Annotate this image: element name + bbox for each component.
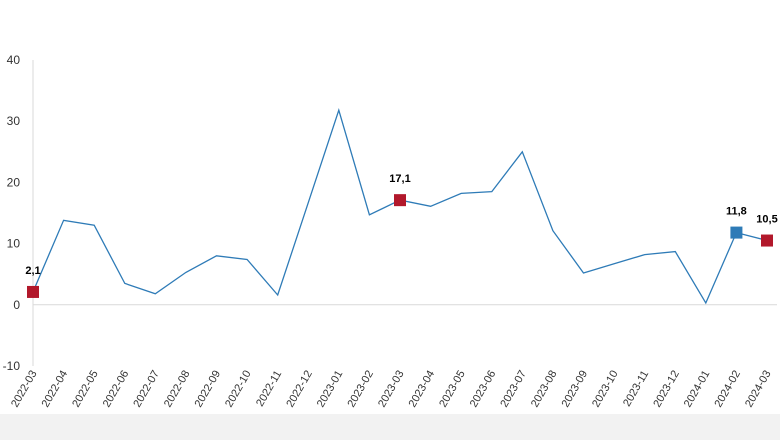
data-label: 17,1 (389, 173, 410, 185)
data-labels: 2,1 17,1 11,8 10,5 (25, 173, 777, 277)
x-tick-label: 2023-02 (345, 369, 376, 410)
x-tick-label: 2023-06 (468, 369, 499, 410)
highlight-marker (27, 285, 39, 298)
x-tick-label: 2022-08 (162, 369, 193, 410)
data-label: 10,5 (756, 214, 777, 226)
y-tick-label: 30 (7, 114, 21, 128)
y-axis-tick-labels: -10 0 10 20 30 40 (3, 53, 21, 373)
x-tick-label: 2023-09 (560, 369, 591, 410)
x-tick-label: 2024-02 (712, 369, 743, 410)
x-tick-label: 2022-07 (131, 369, 162, 410)
x-tick-label: 2024-01 (682, 369, 713, 410)
x-tick-label: 2023-05 (437, 369, 468, 410)
x-tick-label: 2023-10 (590, 369, 621, 410)
highlight-marker (730, 226, 743, 239)
x-tick-label: 2022-05 (70, 369, 101, 410)
x-tick-label: 2023-11 (621, 369, 651, 409)
y-tick-label: 10 (7, 237, 21, 251)
y-tick-label: -10 (3, 359, 21, 373)
x-tick-label: 2022-10 (223, 369, 254, 410)
x-tick-label: 2022-12 (284, 369, 315, 410)
y-tick-label: 20 (7, 175, 21, 189)
x-tick-label: 2023-08 (529, 369, 560, 410)
highlight-marker (761, 234, 773, 247)
x-tick-label: 2024-03 (743, 369, 774, 410)
x-tick-label: 2023-07 (498, 369, 529, 410)
x-tick-label: 2022-03 (9, 369, 40, 410)
data-label: 2,1 (25, 265, 40, 277)
bottom-band (0, 414, 780, 440)
x-tick-label: 2023-03 (376, 369, 407, 410)
series-line (32, 108, 768, 305)
x-tick-label: 2023-01 (315, 369, 346, 410)
y-tick-label: 0 (13, 298, 20, 312)
highlight-marker (394, 194, 406, 207)
y-tick-label: 40 (7, 53, 21, 67)
x-tick-label: 2022-04 (40, 369, 71, 410)
x-axis-tick-labels: 2022-03 2022-04 2022-05 2022-06 2022-07 2022-… (9, 369, 774, 410)
highlight-markers (27, 194, 773, 298)
x-tick-label: 2023-04 (407, 369, 438, 410)
data-label: 11,8 (726, 206, 747, 218)
x-tick-label: 2022-11 (254, 369, 284, 409)
x-tick-label: 2022-09 (193, 369, 224, 410)
x-tick-label: 2022-06 (101, 369, 132, 410)
x-tick-label: 2023-12 (651, 369, 682, 410)
